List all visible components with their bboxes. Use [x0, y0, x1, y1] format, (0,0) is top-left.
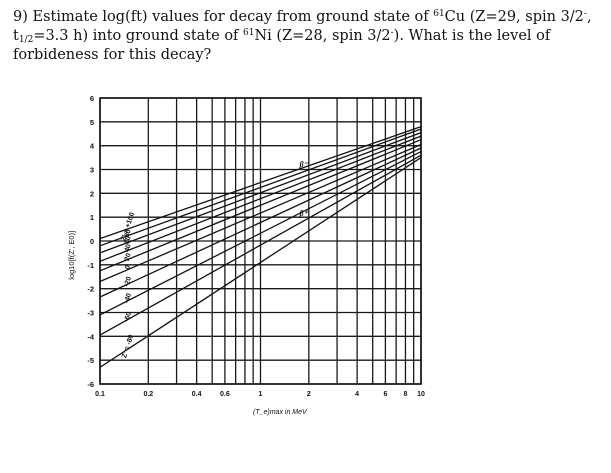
y-tick-label: 4 — [90, 142, 95, 151]
question-line-2: t1/2=3.3 h) into ground state of 61Ni (Z… — [13, 28, 551, 45]
y-tick-label: 6 — [90, 94, 94, 103]
beta-plus-label: β⁺ — [299, 209, 309, 218]
beta-minus-label: β⁻ — [299, 160, 309, 169]
y-axis-title: log10[f(Z', E0)] — [67, 231, 76, 280]
x-tick-label: 6 — [383, 391, 387, 398]
curve-label: -40 — [123, 292, 133, 304]
curve-label: 60 — [124, 235, 133, 245]
series-line-1 — [99, 125, 422, 240]
y-tick-label: -5 — [87, 356, 94, 365]
x-tick-label: 8 — [403, 391, 407, 398]
question-number: 9) — [13, 9, 28, 25]
y-tick-label: -3 — [87, 309, 94, 318]
x-tick-label: 0.2 — [143, 391, 153, 398]
question-line-3: forbideness for this decay? — [13, 47, 212, 63]
curve-label: 20 — [124, 252, 133, 262]
y-tick-label: 0 — [90, 237, 94, 246]
y-tick-label: 1 — [90, 213, 94, 222]
series-line-2 — [99, 128, 422, 247]
series-line-5 — [99, 139, 422, 272]
curve-label: -20 — [123, 276, 133, 288]
curve-label: 80 — [124, 229, 133, 239]
y-tick-label: -6 — [87, 380, 94, 389]
curve-label: Z' = -80 — [121, 334, 135, 359]
series-line-6 — [99, 143, 422, 283]
y-tick-label: -2 — [87, 285, 94, 294]
y-tick-label: 3 — [90, 166, 94, 175]
x-tick-label: 0.6 — [220, 391, 230, 398]
curve-label: 40 — [124, 243, 133, 253]
x-tick-label: 0.1 — [95, 391, 105, 398]
x-tick-label: 10 — [417, 391, 425, 398]
curve-label: -60 — [123, 311, 133, 323]
series-line-4 — [99, 135, 422, 262]
x-tick-label: 0.4 — [192, 391, 202, 398]
y-tick-label: 5 — [90, 118, 94, 127]
x-tick-label: 1 — [259, 391, 263, 398]
series-line-7 — [99, 147, 422, 298]
y-tick-label: -4 — [87, 332, 94, 341]
plot-frame — [99, 97, 422, 385]
curve-label: 0 — [124, 264, 132, 270]
series-line-10 — [99, 157, 422, 368]
series-line-8 — [99, 151, 422, 316]
x-tick-label: 2 — [307, 391, 311, 398]
question-text: 9) Estimate log(ft) values for decay fro… — [13, 8, 598, 65]
series-line-3 — [99, 131, 422, 254]
y-tick-label: 2 — [90, 189, 94, 198]
series-line-9 — [99, 154, 422, 336]
y-tick-label: -1 — [87, 261, 94, 270]
question-line-1: 9) Estimate log(ft) values for decay fro… — [13, 9, 592, 25]
x-axis-title: (T_e)max in MeV — [253, 409, 308, 416]
x-tick-label: 4 — [355, 391, 359, 398]
